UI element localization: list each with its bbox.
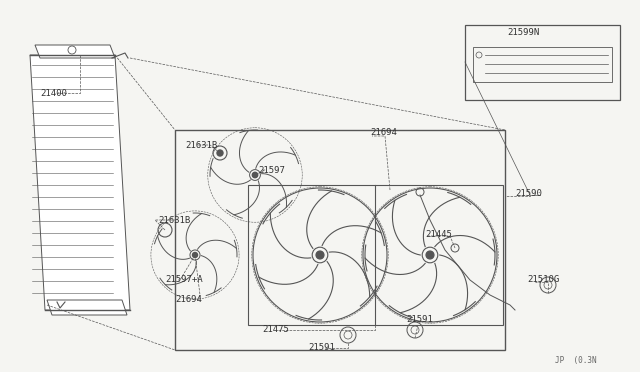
Circle shape xyxy=(252,172,258,178)
Text: JP  (0.3N: JP (0.3N xyxy=(555,356,596,365)
Text: 21631B: 21631B xyxy=(185,141,217,150)
Text: 21694: 21694 xyxy=(370,128,397,137)
Text: 21599N: 21599N xyxy=(507,28,540,36)
Polygon shape xyxy=(47,300,127,315)
Polygon shape xyxy=(35,45,115,58)
Text: 21694: 21694 xyxy=(175,295,202,305)
Text: 21591: 21591 xyxy=(406,315,433,324)
Bar xyxy=(175,130,505,350)
Text: 21590: 21590 xyxy=(515,189,542,198)
Bar xyxy=(473,47,612,82)
Circle shape xyxy=(316,251,324,259)
Text: 21591: 21591 xyxy=(308,343,335,353)
Text: 21475: 21475 xyxy=(262,326,289,334)
Text: 21597: 21597 xyxy=(258,166,285,174)
Text: 21510G: 21510G xyxy=(527,276,559,285)
Circle shape xyxy=(193,253,198,257)
Text: 21631B: 21631B xyxy=(158,215,190,224)
Circle shape xyxy=(217,150,223,156)
Circle shape xyxy=(426,251,434,259)
Bar xyxy=(248,185,503,325)
Bar xyxy=(465,25,620,100)
Text: 21400: 21400 xyxy=(40,89,67,97)
Text: 21445: 21445 xyxy=(425,230,452,238)
Text: 21597+A: 21597+A xyxy=(165,276,203,285)
Polygon shape xyxy=(30,55,130,310)
